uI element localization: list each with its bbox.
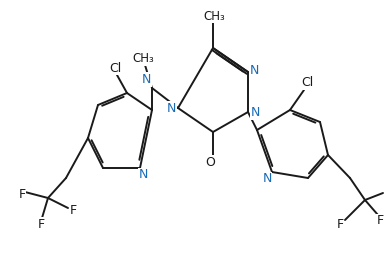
Text: CH₃: CH₃: [132, 52, 154, 66]
Text: Cl: Cl: [301, 77, 313, 90]
Text: N: N: [142, 73, 151, 86]
Text: F: F: [69, 205, 77, 217]
Text: F: F: [336, 219, 344, 231]
Text: F: F: [377, 214, 384, 228]
Text: N: N: [138, 168, 148, 181]
Text: N: N: [250, 64, 259, 77]
Text: F: F: [19, 189, 26, 201]
Text: O: O: [205, 156, 215, 168]
Text: N: N: [251, 107, 260, 119]
Text: Cl: Cl: [109, 61, 121, 75]
Text: N: N: [167, 101, 176, 115]
Text: CH₃: CH₃: [203, 10, 225, 22]
Text: F: F: [385, 187, 387, 199]
Text: F: F: [38, 217, 45, 230]
Text: N: N: [262, 173, 272, 186]
